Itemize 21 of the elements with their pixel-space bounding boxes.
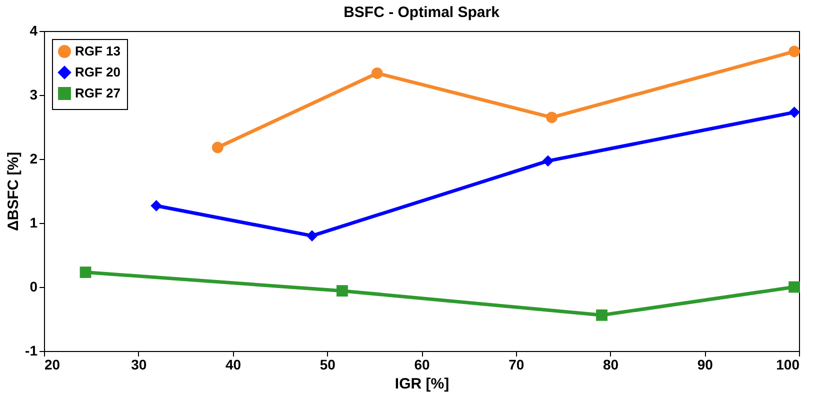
x-tick-label: 30	[131, 356, 147, 372]
x-axis-title: IGR [%]	[394, 376, 450, 392]
y-tick-label: 1	[30, 214, 38, 230]
y-tick-label: -1	[25, 342, 38, 358]
legend-label: RGF 27	[75, 86, 121, 100]
y-axis-title: ΔBSFC [%]	[5, 152, 22, 232]
legend-label: RGF 13	[75, 44, 121, 58]
x-tick-label: 70	[508, 356, 524, 372]
x-tick-label: 80	[602, 356, 619, 372]
x-tick-label: 50	[320, 356, 336, 372]
chart-title: BSFC - Optimal Spark	[344, 4, 500, 21]
legend-label: RGF 20	[75, 64, 121, 80]
y-tick-label: 2	[30, 150, 38, 166]
x-tick-label: 40	[225, 356, 242, 372]
x-tick-label: 90	[697, 356, 714, 372]
x-tick-label: 100	[776, 356, 800, 372]
x-tick-label: 20	[44, 356, 60, 372]
y-tick-label: 3	[30, 86, 38, 102]
y-tick-label: 4	[30, 22, 38, 38]
x-tick-label: 60	[414, 356, 430, 372]
y-tick-label: 0	[30, 278, 38, 294]
